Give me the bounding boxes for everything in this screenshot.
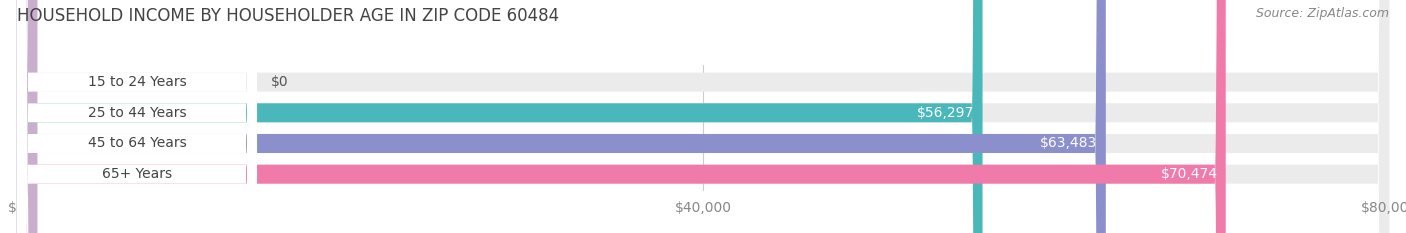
Text: $0: $0 (271, 75, 288, 89)
Text: $63,483: $63,483 (1040, 137, 1098, 151)
FancyBboxPatch shape (17, 0, 257, 233)
FancyBboxPatch shape (17, 0, 1389, 233)
FancyBboxPatch shape (17, 0, 1389, 233)
FancyBboxPatch shape (17, 0, 983, 233)
FancyBboxPatch shape (17, 0, 257, 233)
Text: 45 to 64 Years: 45 to 64 Years (87, 137, 187, 151)
FancyBboxPatch shape (17, 0, 1389, 233)
FancyBboxPatch shape (17, 0, 38, 233)
Text: HOUSEHOLD INCOME BY HOUSEHOLDER AGE IN ZIP CODE 60484: HOUSEHOLD INCOME BY HOUSEHOLDER AGE IN Z… (17, 7, 560, 25)
FancyBboxPatch shape (17, 0, 257, 233)
FancyBboxPatch shape (17, 0, 257, 233)
Text: 65+ Years: 65+ Years (101, 167, 172, 181)
Text: $70,474: $70,474 (1160, 167, 1218, 181)
Text: $56,297: $56,297 (917, 106, 974, 120)
FancyBboxPatch shape (17, 0, 1105, 233)
Text: Source: ZipAtlas.com: Source: ZipAtlas.com (1256, 7, 1389, 20)
FancyBboxPatch shape (17, 0, 1226, 233)
FancyBboxPatch shape (17, 0, 1389, 233)
Text: 15 to 24 Years: 15 to 24 Years (87, 75, 187, 89)
Text: 25 to 44 Years: 25 to 44 Years (87, 106, 186, 120)
